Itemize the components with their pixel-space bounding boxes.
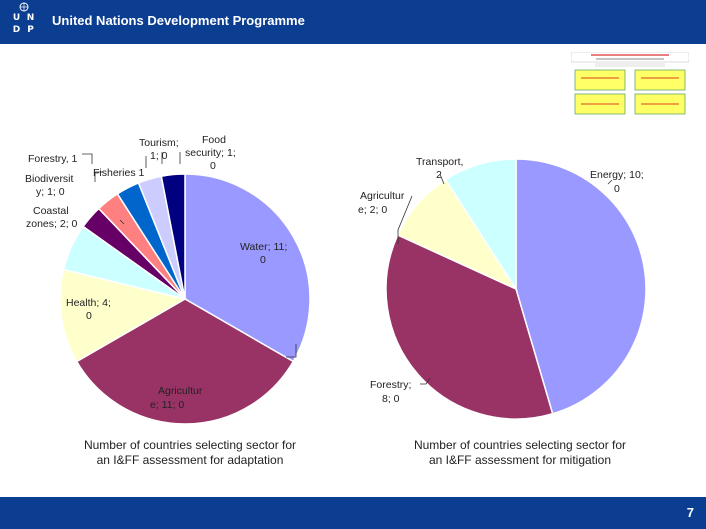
label-tourism-2: 1; 0 <box>150 150 168 162</box>
label-fisheries: Fisheries 1 <box>93 167 145 179</box>
mitigation-labels: Transport, 2 Energy; 10; 0 Agricultur e;… <box>358 156 644 405</box>
label-water-2: 0 <box>260 254 266 266</box>
label-forestry: Forestry, 1 <box>28 153 78 165</box>
label-coastal-2: zones; 2; 0 <box>26 218 78 230</box>
adaptation-caption: Number of countries selecting sector for… <box>40 438 340 468</box>
logo-letter-u: U <box>12 13 21 23</box>
label-coastal-1: Coastal <box>33 205 69 217</box>
label-transport-1: Transport, <box>416 156 463 168</box>
label-energy-2: 0 <box>614 183 620 195</box>
thumbnail-diagram <box>571 52 689 115</box>
mitigation-pie <box>385 158 647 420</box>
mitigation-caption-line-2: an I&FF assessment for mitigation <box>428 453 612 467</box>
label-food-1: Food <box>202 134 226 146</box>
mitigation-leader-lines <box>397 173 613 385</box>
pie-charts: Tourism; 1; 0 Food security; 1; 0 Forest… <box>25 134 647 425</box>
label-agri-2: e; 11; 0 <box>150 399 184 411</box>
label-energy-1: Energy; 10; <box>590 169 644 181</box>
adaptation-caption-line-2: an I&FF assessment for adaptation <box>96 453 284 467</box>
label-biodiv-1: Biodiversit <box>25 173 74 185</box>
label-health-2: 0 <box>86 310 92 322</box>
pie-slice-food-security <box>160 173 186 300</box>
label-mitig-forestry-1: Forestry; <box>370 379 411 391</box>
logo-letter-p: P <box>27 25 34 35</box>
label-water-1: Water; 11; <box>240 241 287 253</box>
adaptation-pie <box>59 173 311 425</box>
pie-slice-agriculture <box>75 298 295 425</box>
adaptation-labels: Tourism; 1; 0 Food security; 1; 0 Forest… <box>25 134 287 411</box>
logo-letter-d: D <box>12 25 21 35</box>
label-biodiv-2: y; 1; 0 <box>36 186 65 198</box>
label-mitig-forestry-2: 8; 0 <box>382 393 400 405</box>
header-bar: U N D P United Nations Development Progr… <box>0 0 706 44</box>
label-agri-1: Agricultur <box>158 385 203 397</box>
label-transport-2: 2 <box>436 169 442 181</box>
pie-slice-water <box>184 173 311 363</box>
logo-letter-n: N <box>26 13 35 23</box>
adaptation-leader-lines <box>82 152 297 358</box>
org-title: United Nations Development Programme <box>52 13 305 28</box>
pie-slice-health <box>59 268 187 363</box>
un-emblem-icon <box>19 2 29 12</box>
label-mitig-agri-2: e; 2; 0 <box>358 204 387 216</box>
pie-slice-transport <box>444 158 517 292</box>
pie-slice-energy <box>515 158 647 415</box>
adaptation-caption-line-1: Number of countries selecting sector for <box>83 438 297 452</box>
label-food-3: 0 <box>210 160 216 172</box>
label-food-2: security; 1; <box>185 147 236 159</box>
label-tourism-1: Tourism; <box>139 137 179 149</box>
page-number: 7 <box>686 505 694 520</box>
footer-bar: 7 <box>0 497 706 529</box>
pie-slice-forestry <box>385 234 554 420</box>
mitigation-caption-line-1: Number of countries selecting sector for <box>413 438 627 452</box>
undp-logo: U N D P <box>10 2 38 40</box>
mitigation-caption: Number of countries selecting sector for… <box>370 438 670 468</box>
label-health-1: Health; 4; <box>66 297 111 309</box>
label-mitig-agri-1: Agricultur <box>360 190 405 202</box>
